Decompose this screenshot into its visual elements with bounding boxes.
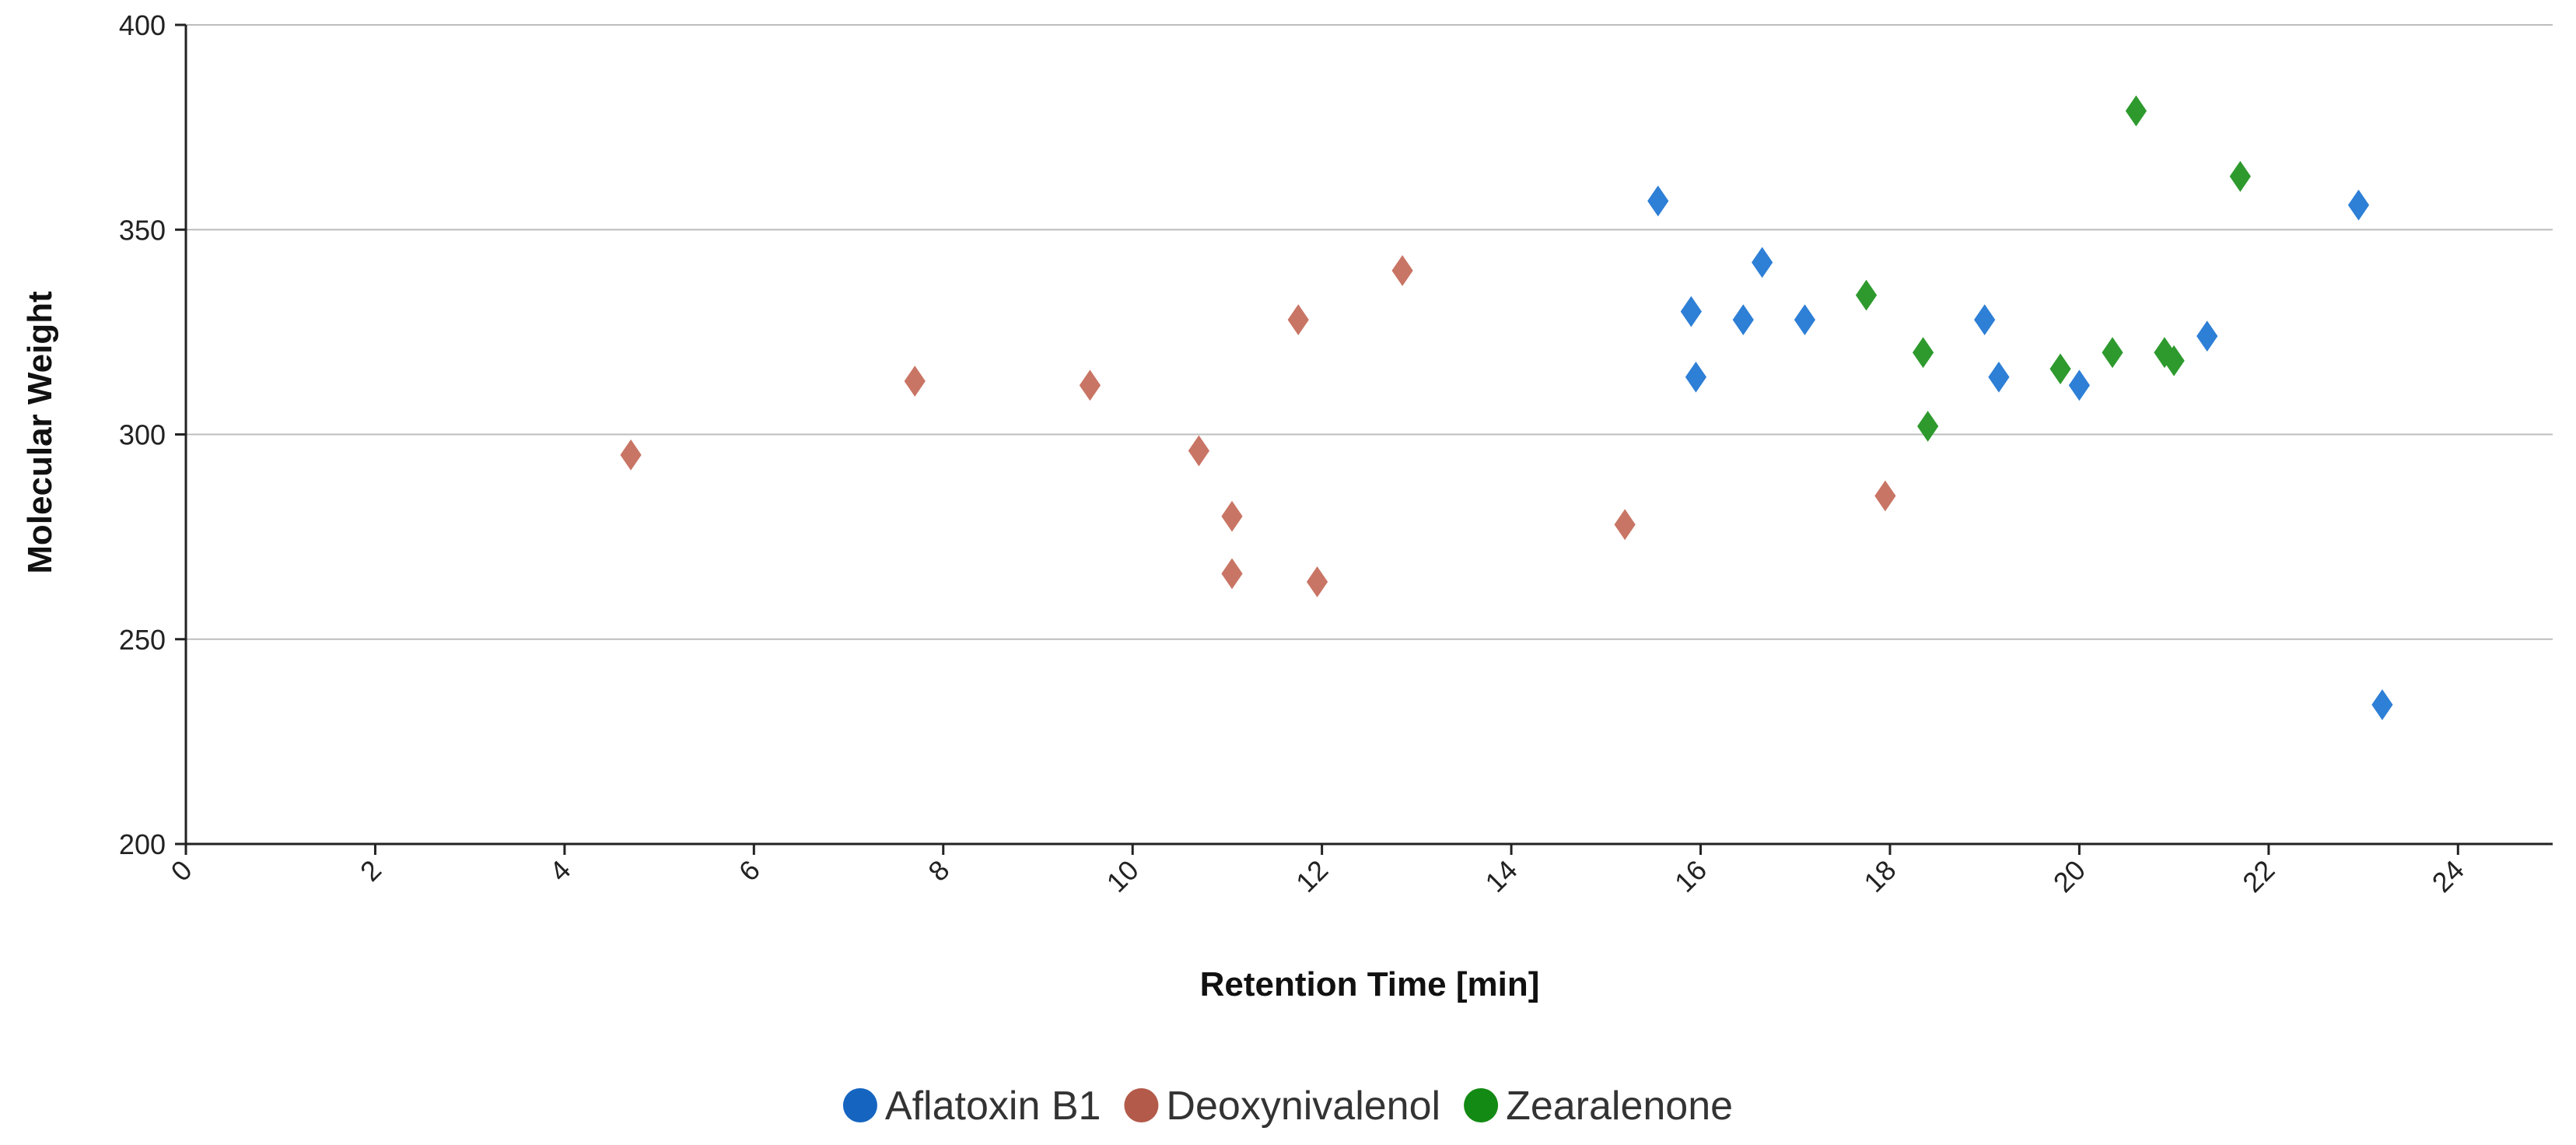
data-point bbox=[1874, 480, 1896, 512]
x-tick-label: 16 bbox=[1668, 854, 1713, 898]
data-point bbox=[1855, 279, 1878, 311]
y-tick-label: 250 bbox=[119, 624, 166, 656]
legend-label: Deoxynivalenol bbox=[1166, 1084, 1440, 1129]
y-tick-labels: 200 250 300 350 400 bbox=[119, 9, 166, 860]
data-point bbox=[620, 439, 642, 471]
data-point bbox=[1685, 361, 1707, 393]
x-tick-label: 8 bbox=[922, 854, 955, 888]
data-point bbox=[1647, 185, 1669, 217]
y-tick-label: 350 bbox=[119, 214, 166, 246]
data-point bbox=[1306, 566, 1328, 597]
x-axis-title: Retention Time [min] bbox=[1200, 965, 1540, 1003]
x-tick-label: 22 bbox=[2236, 854, 2280, 898]
x-tick-label: 14 bbox=[1479, 854, 1523, 898]
series-deoxynivalenol bbox=[620, 255, 1896, 597]
x-tick-label: 18 bbox=[1857, 854, 1902, 898]
data-point bbox=[1221, 558, 1243, 590]
x-tick-label: 4 bbox=[543, 854, 576, 888]
data-point bbox=[1988, 361, 2010, 393]
y-axis-title: Molecular Weight bbox=[21, 291, 59, 574]
x-tick-label: 20 bbox=[2047, 854, 2091, 898]
legend-label: Zearalenone bbox=[1506, 1084, 1733, 1129]
data-point bbox=[2125, 95, 2147, 127]
legend-item: Aflatoxin B1 bbox=[842, 1084, 1101, 1129]
x-tick-label: 2 bbox=[354, 854, 387, 888]
data-point bbox=[2102, 337, 2123, 369]
x-tick-label: 24 bbox=[2426, 854, 2470, 898]
data-point bbox=[1752, 247, 1773, 278]
data-point bbox=[2347, 189, 2370, 221]
data-point bbox=[904, 366, 926, 397]
data-points bbox=[620, 95, 2393, 720]
data-point bbox=[2196, 320, 2218, 352]
data-point bbox=[1974, 304, 1996, 335]
series-zearalenone bbox=[1855, 95, 2251, 442]
x-tick-label: 10 bbox=[1101, 854, 1145, 898]
grid-lines bbox=[186, 24, 2553, 640]
data-point bbox=[1188, 435, 1210, 467]
y-tick-label: 300 bbox=[119, 419, 166, 451]
data-point bbox=[2229, 160, 2251, 192]
legend-marker bbox=[1124, 1088, 1159, 1122]
y-tick-label: 200 bbox=[119, 828, 166, 860]
legend-marker bbox=[1464, 1088, 1499, 1122]
legend-item: Zearalenone bbox=[1464, 1084, 1733, 1129]
data-point bbox=[1732, 304, 1754, 335]
series-aflatoxin-b1 bbox=[1647, 185, 2393, 720]
legend: Aflatoxin B1 Deoxynivalenol Zearalenone bbox=[842, 1084, 1733, 1129]
x-tick-label: 6 bbox=[733, 854, 766, 888]
x-tick-label: 12 bbox=[1290, 854, 1334, 898]
x-tick-labels: 0 2 4 6 8 10 12 14 16 18 20 22 24 bbox=[165, 854, 2470, 898]
data-point bbox=[1917, 411, 1939, 442]
data-point bbox=[1794, 304, 1816, 335]
data-point bbox=[1221, 500, 1243, 532]
data-point bbox=[1079, 369, 1101, 401]
data-point bbox=[2154, 337, 2175, 369]
data-point bbox=[1680, 296, 1702, 327]
data-point bbox=[1287, 304, 1309, 335]
legend-item: Deoxynivalenol bbox=[1124, 1084, 1440, 1129]
y-tick-label: 400 bbox=[119, 9, 166, 41]
legend-marker bbox=[842, 1088, 877, 1122]
legend-label: Aflatoxin B1 bbox=[885, 1084, 1101, 1129]
data-point bbox=[1614, 509, 1636, 541]
data-point bbox=[2371, 689, 2393, 720]
axes bbox=[175, 23, 2553, 855]
data-point bbox=[1912, 337, 1934, 369]
x-tick-label: 0 bbox=[165, 854, 198, 888]
data-point bbox=[2049, 353, 2071, 385]
data-point bbox=[1391, 255, 1413, 286]
data-point bbox=[2163, 345, 2185, 376]
data-point bbox=[2068, 369, 2091, 401]
